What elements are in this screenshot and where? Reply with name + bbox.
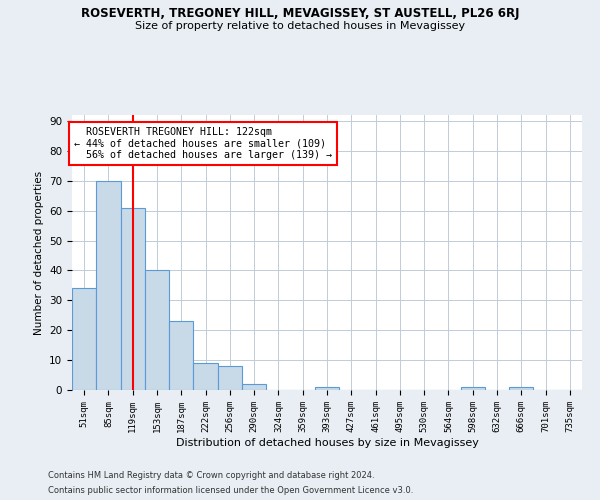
Bar <box>193 363 218 390</box>
Bar <box>315 387 339 390</box>
Bar <box>121 208 145 390</box>
Bar <box>169 322 193 390</box>
Bar <box>218 366 242 390</box>
Text: Size of property relative to detached houses in Mevagissey: Size of property relative to detached ho… <box>135 21 465 31</box>
Bar <box>509 387 533 390</box>
Bar <box>461 387 485 390</box>
Bar <box>145 270 169 390</box>
Text: Contains HM Land Registry data © Crown copyright and database right 2024.: Contains HM Land Registry data © Crown c… <box>48 471 374 480</box>
Y-axis label: Number of detached properties: Number of detached properties <box>34 170 44 334</box>
X-axis label: Distribution of detached houses by size in Mevagissey: Distribution of detached houses by size … <box>176 438 478 448</box>
Bar <box>96 181 121 390</box>
Text: Contains public sector information licensed under the Open Government Licence v3: Contains public sector information licen… <box>48 486 413 495</box>
Text: ROSEVERTH TREGONEY HILL: 122sqm
← 44% of detached houses are smaller (109)
  56%: ROSEVERTH TREGONEY HILL: 122sqm ← 44% of… <box>74 127 332 160</box>
Bar <box>242 384 266 390</box>
Text: ROSEVERTH, TREGONEY HILL, MEVAGISSEY, ST AUSTELL, PL26 6RJ: ROSEVERTH, TREGONEY HILL, MEVAGISSEY, ST… <box>81 8 519 20</box>
Bar <box>72 288 96 390</box>
